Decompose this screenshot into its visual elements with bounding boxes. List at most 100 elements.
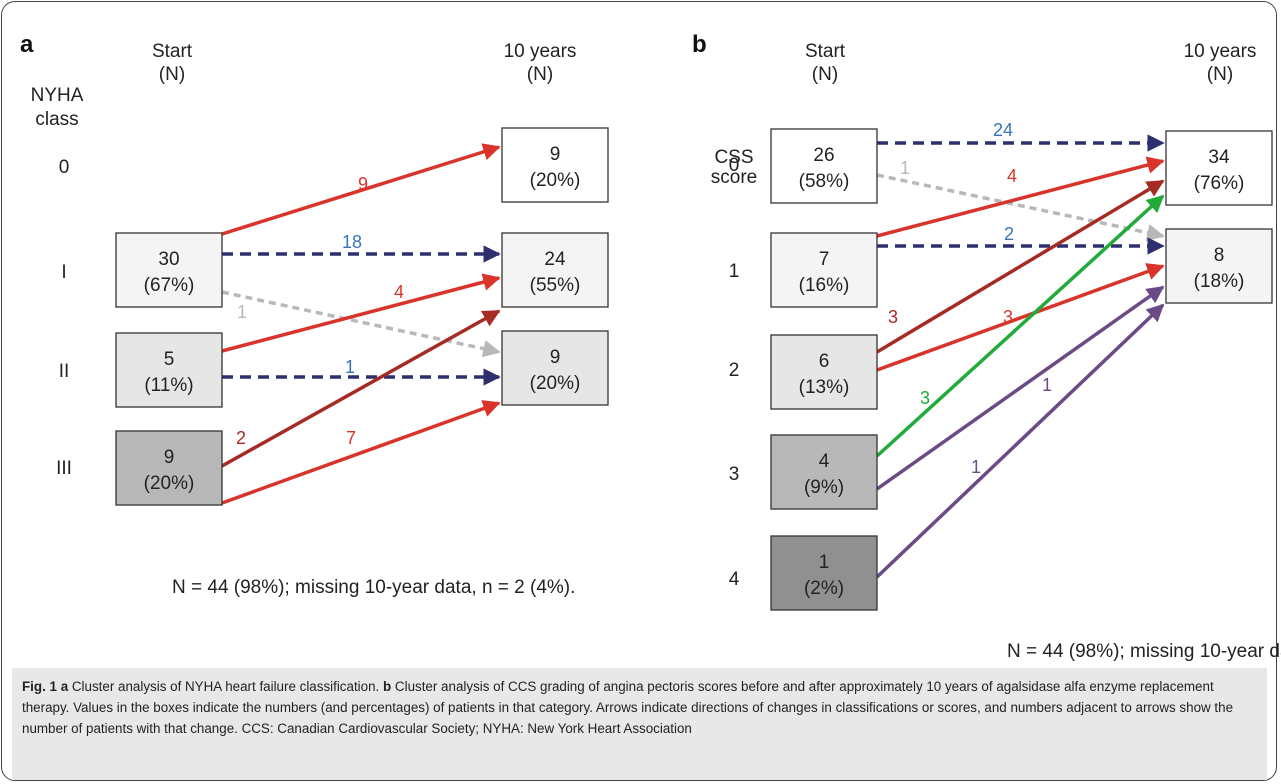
start-count: 5 <box>164 349 175 370</box>
panel-letter: b <box>692 31 707 58</box>
category-label: 2 <box>729 360 740 381</box>
start-box <box>115 332 223 408</box>
arrow-count-label: 4 <box>1007 166 1017 186</box>
start-box <box>115 430 223 506</box>
end-header-n: (N) <box>527 64 553 85</box>
end-header-n: (N) <box>1207 64 1233 85</box>
end-count: 9 <box>550 347 561 368</box>
category-label: I <box>61 262 66 283</box>
start-header-n: (N) <box>812 64 838 85</box>
arrow-count-label: 3 <box>1003 307 1013 327</box>
start-count: 1 <box>819 552 830 573</box>
start-percent: (67%) <box>144 275 195 296</box>
end-header: 10 years <box>504 41 577 62</box>
arrow-count-label: 7 <box>346 428 356 448</box>
change-arrow <box>876 156 1165 238</box>
change-arrow <box>221 400 501 505</box>
start-count: 7 <box>819 249 830 270</box>
figure-caption: Fig. 1 a Cluster analysis of NYHA heart … <box>12 668 1267 780</box>
figure-diagram: a Start(N)10 years(N)NYHAclass0IIIIII9181… <box>20 31 1281 662</box>
end-box <box>501 127 609 203</box>
end-box <box>501 330 609 406</box>
change-arrow <box>221 290 501 358</box>
change-arrow <box>221 143 501 236</box>
arrow-count-label: 1 <box>900 158 910 178</box>
change-arrow <box>875 194 1165 458</box>
arrow-count-label: 4 <box>394 282 404 302</box>
caption-b-letter: b <box>383 679 392 694</box>
arrow-count-label: 3 <box>920 388 930 408</box>
category-label: III <box>56 458 72 479</box>
change-arrow <box>221 273 501 353</box>
panel-letter: a <box>20 31 34 58</box>
end-count: 9 <box>550 144 561 165</box>
end-percent: (76%) <box>1194 173 1245 194</box>
start-percent: (13%) <box>799 377 850 398</box>
caption-a-text: Cluster analysis of NYHA heart failure c… <box>71 679 380 694</box>
arrow-count-label: 1 <box>971 457 981 477</box>
start-count: 26 <box>813 145 834 166</box>
start-percent: (58%) <box>799 171 850 192</box>
arrow-count-label: 1 <box>345 357 355 377</box>
end-count: 24 <box>544 249 566 270</box>
start-count: 4 <box>819 451 830 472</box>
panel-a: a Start(N)10 years(N)NYHAclass0IIIIII9181… <box>20 31 609 598</box>
end-count: 34 <box>1208 147 1230 168</box>
start-box <box>770 232 878 308</box>
start-box <box>770 434 878 510</box>
arrow-count-label: 18 <box>342 232 362 252</box>
sample-note: N = 44 (98%); missing 10-year data, n = … <box>1007 641 1281 662</box>
category-label: 0 <box>59 157 70 178</box>
change-arrow <box>875 303 1165 579</box>
arrow-count-label: 2 <box>236 428 246 448</box>
start-box <box>770 128 878 204</box>
start-percent: (2%) <box>804 578 844 599</box>
change-arrow <box>876 173 1165 242</box>
arrow-count-label: 1 <box>237 302 247 322</box>
start-count: 6 <box>819 351 830 372</box>
arrow-count-label: 24 <box>993 120 1013 140</box>
start-box <box>115 232 223 308</box>
category-label: 0 <box>729 155 740 176</box>
start-percent: (16%) <box>799 275 850 296</box>
end-percent: (20%) <box>530 373 581 394</box>
start-box <box>770 535 878 611</box>
start-header-n: (N) <box>159 64 185 85</box>
end-count: 8 <box>1214 245 1225 266</box>
sample-note: N = 44 (98%); missing 10-year data, n = … <box>172 577 575 598</box>
end-percent: (18%) <box>1194 271 1245 292</box>
end-percent: (55%) <box>530 275 581 296</box>
change-arrow <box>221 309 501 468</box>
change-arrow <box>876 263 1165 372</box>
start-box <box>770 334 878 410</box>
start-count: 9 <box>164 447 175 468</box>
end-percent: (20%) <box>530 170 581 191</box>
scale-label: NYHA <box>31 85 84 106</box>
change-arrow <box>875 285 1165 491</box>
category-label: 1 <box>729 261 740 282</box>
category-label: 3 <box>729 464 740 485</box>
start-percent: (11%) <box>144 375 193 396</box>
scale-label-sub: score <box>711 167 757 188</box>
scale-label-sub: class <box>35 109 78 130</box>
start-header: Start <box>152 41 193 62</box>
end-box <box>1165 130 1273 206</box>
start-percent: (20%) <box>144 473 195 494</box>
arrow-count-label: 9 <box>358 174 368 194</box>
arrow-count-label: 1 <box>1042 375 1052 395</box>
scale-label: CSS <box>714 147 753 168</box>
arrow-count-label: 2 <box>1004 224 1014 244</box>
category-label: 4 <box>729 569 740 590</box>
start-count: 30 <box>158 249 179 270</box>
end-box <box>501 232 609 308</box>
arrow-count-label: 3 <box>888 307 898 327</box>
caption-b-text: Cluster analysis of CCS grading of angin… <box>22 679 1234 736</box>
change-arrow <box>876 179 1165 354</box>
caption-fig-label: Fig. 1 <box>22 679 57 694</box>
category-label: II <box>59 361 70 382</box>
end-box <box>1165 228 1273 304</box>
start-header: Start <box>805 41 846 62</box>
end-header: 10 years <box>1184 41 1257 62</box>
